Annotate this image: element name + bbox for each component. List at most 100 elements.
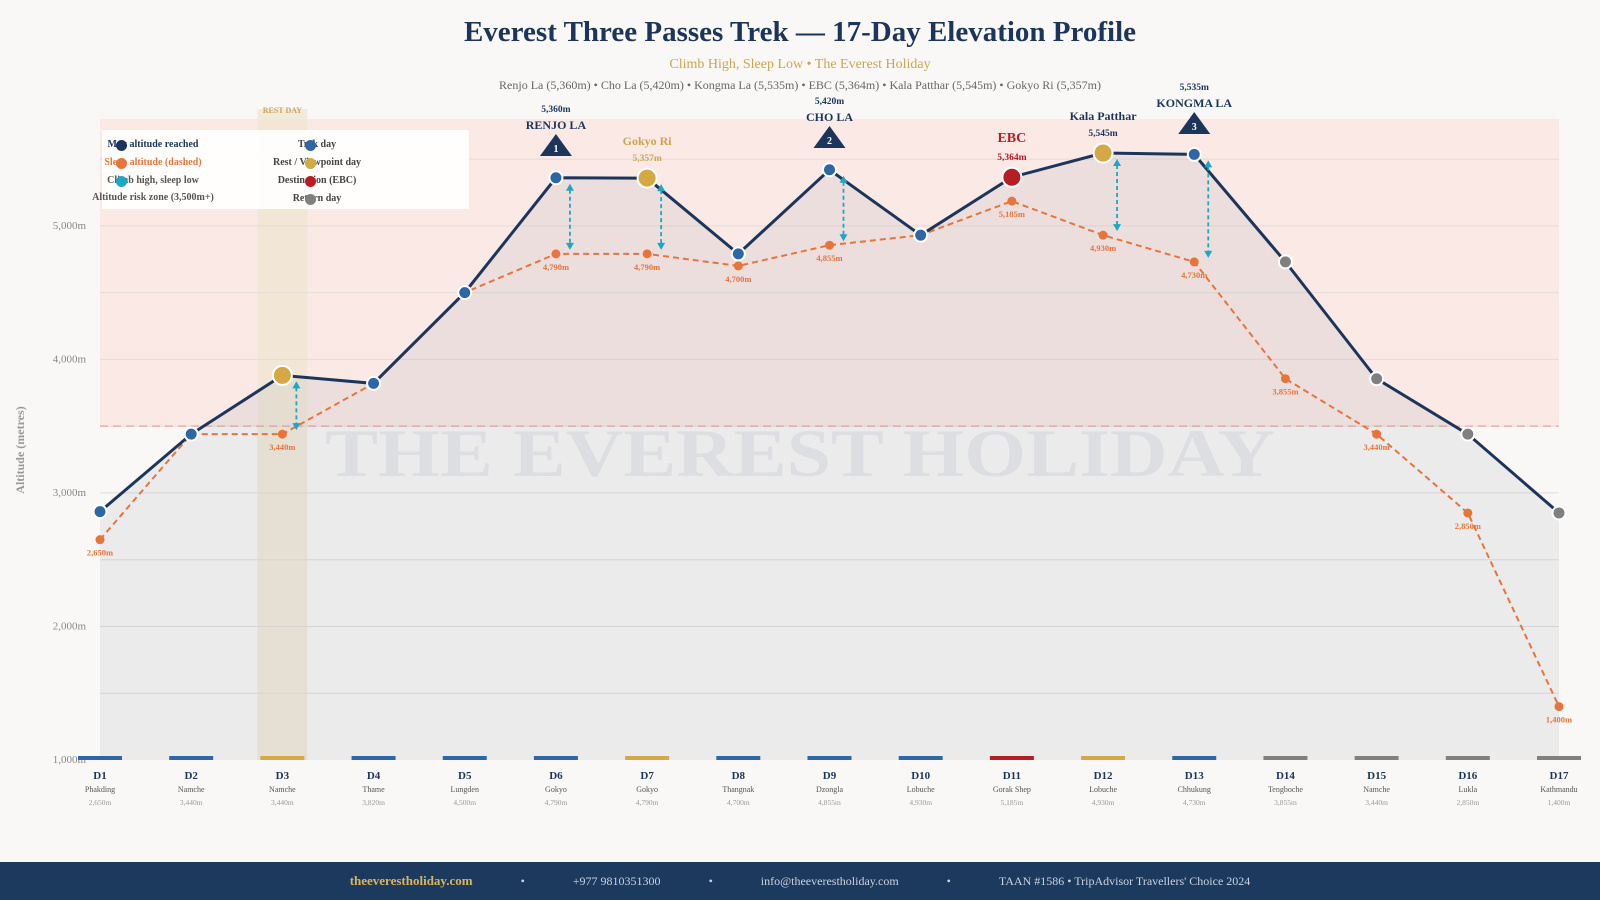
arrow-head-up (292, 381, 301, 389)
pass-altitude: 5,535m (1180, 83, 1209, 93)
sleep-point (277, 429, 287, 439)
highlight-name: EBC (997, 131, 1026, 146)
arrow-head-up (657, 184, 666, 192)
pass-number: 3 (1192, 122, 1197, 133)
footer-website-link[interactable]: theeverestholiday.com (349, 873, 473, 888)
x-tick-day: D13 (1185, 770, 1204, 782)
legend-destination-dot (305, 176, 316, 187)
max-point-d4 (366, 375, 382, 391)
highlight-altitude: 5,364m (997, 153, 1026, 163)
day-type-bar (1537, 756, 1581, 760)
passes-summary: Renjo La (5,360m) • Cho La (5,420m) • Ko… (499, 78, 1101, 92)
max-point-d8 (730, 246, 746, 262)
legend-rest-day-dot (305, 158, 316, 169)
x-tick-day: D5 (458, 770, 472, 782)
sleep-label: 3,440m (269, 442, 295, 452)
arrow-head-down (565, 242, 574, 250)
legend-destination: Destination (EBC) (277, 175, 357, 186)
highlight-name: Kala Patthar (1070, 109, 1138, 123)
x-tick-day: D8 (732, 770, 746, 782)
sleep-label: 2,650m (87, 548, 113, 558)
y-tick-label: 2,000m (53, 620, 87, 632)
highlight-altitude: 5,545m (1088, 129, 1117, 139)
x-tick-place: Tengboche (1268, 785, 1303, 794)
max-point-d3 (271, 364, 293, 386)
x-tick-sleep-altitude: 4,700m (727, 798, 750, 807)
x-tick-day: D17 (1550, 770, 1569, 782)
y-axis-label: Altitude (metres) (13, 406, 27, 493)
x-tick-place: Namche (269, 785, 296, 794)
day-type-bar (169, 756, 214, 760)
legend-climb-high: Climb high, sleep low (107, 175, 199, 186)
x-tick-sleep-altitude: 5,185m (1001, 798, 1024, 807)
x-tick-day: D11 (1003, 770, 1021, 782)
x-tick-place: Thame (362, 785, 385, 794)
day-type-bar (1263, 756, 1308, 760)
x-tick-sleep-altitude: 4,730m (1183, 798, 1206, 807)
max-point-d7 (636, 167, 658, 189)
legend-sleep-altitude: Sleep altitude (dashed) (104, 157, 202, 168)
x-tick-place: Lobuche (1089, 785, 1117, 794)
chart-title: Everest Three Passes Trek — 17-Day Eleva… (463, 16, 1137, 48)
legend: Max altitude reached Sleep altitude (das… (92, 130, 469, 209)
y-tick-label: 3,000m (53, 487, 87, 499)
footer-email[interactable]: info@theeverestholiday.com (760, 873, 899, 888)
sleep-point (642, 249, 652, 259)
y-tick-label: 4,000m (53, 353, 87, 365)
elevation-chart: REST DAY1,000m2,000m3,000m4,000m5,000mAl… (13, 83, 1581, 807)
x-tick-place: Namche (178, 785, 205, 794)
arrow-head-up (839, 175, 848, 183)
max-point-d6 (548, 170, 564, 186)
day-type-bar (1081, 756, 1126, 760)
x-tick-sleep-altitude: 2,850m (1456, 798, 1479, 807)
x-tick-place: Gokyo (545, 785, 567, 794)
footer-credentials: TAAN #1586 • TripAdvisor Travellers' Cho… (998, 873, 1251, 888)
x-tick-day: D9 (823, 770, 837, 782)
x-tick-sleep-altitude: 4,790m (545, 798, 568, 807)
chart-subtitle: Climb High, Sleep Low • The Everest Holi… (669, 57, 931, 72)
pass-marker-icon (539, 134, 572, 156)
x-tick-sleep-altitude: 3,855m (1274, 798, 1297, 807)
sleep-point (95, 535, 105, 545)
pass-altitude: 5,360m (541, 105, 570, 115)
sleep-label: 2,850m (1455, 521, 1481, 531)
day-type-bar (989, 756, 1034, 760)
legend-max-altitude-dot (116, 140, 127, 151)
max-point-d10 (913, 227, 929, 243)
x-tick-place: Gokyo (636, 785, 658, 794)
x-tick-sleep-altitude: 4,855m (818, 798, 841, 807)
sleep-label: 3,440m (1364, 442, 1390, 452)
watermark: THE EVEREST HOLIDAY (325, 415, 1275, 491)
highlight-altitude: 5,357m (632, 154, 661, 164)
footer-phone[interactable]: +977 9810351300 (572, 873, 661, 888)
x-tick-sleep-altitude: 4,500m (453, 798, 476, 807)
rest-day-label: REST DAY (263, 106, 303, 115)
max-point-d14 (1277, 254, 1293, 270)
day-type-bar (625, 756, 670, 760)
sleep-point (1372, 429, 1382, 439)
elevation-area (100, 153, 1559, 761)
x-tick-day: D2 (184, 770, 198, 782)
x-tick-place: Chhukung (1178, 785, 1211, 794)
max-point-d17 (1551, 505, 1567, 521)
highlight-name: Gokyo Ri (623, 134, 673, 148)
legend-trek-day: Trek day (297, 139, 337, 150)
footer-separator: • (946, 873, 951, 888)
arrow-head-down (657, 242, 666, 250)
day-type-bar (533, 756, 578, 760)
pass-number: 2 (827, 136, 832, 147)
legend-max-altitude: Max altitude reached (107, 139, 199, 150)
pass-name: RENJO LA (526, 118, 587, 132)
x-tick-sleep-altitude: 2,650m (89, 798, 112, 807)
sleep-label: 1,400m (1546, 715, 1572, 725)
sleep-label: 4,730m (1181, 270, 1207, 280)
x-tick-place: Thangnak (722, 785, 754, 794)
day-type-bar (442, 756, 487, 760)
day-type-bar (898, 756, 943, 760)
max-point-d9 (822, 162, 837, 178)
x-tick-sleep-altitude: 3,440m (1365, 798, 1388, 807)
x-tick-day: D15 (1367, 770, 1386, 782)
x-tick-sleep-altitude: 3,440m (180, 798, 203, 807)
x-tick-day: D10 (911, 770, 930, 782)
sleep-label: 4,790m (543, 262, 569, 272)
